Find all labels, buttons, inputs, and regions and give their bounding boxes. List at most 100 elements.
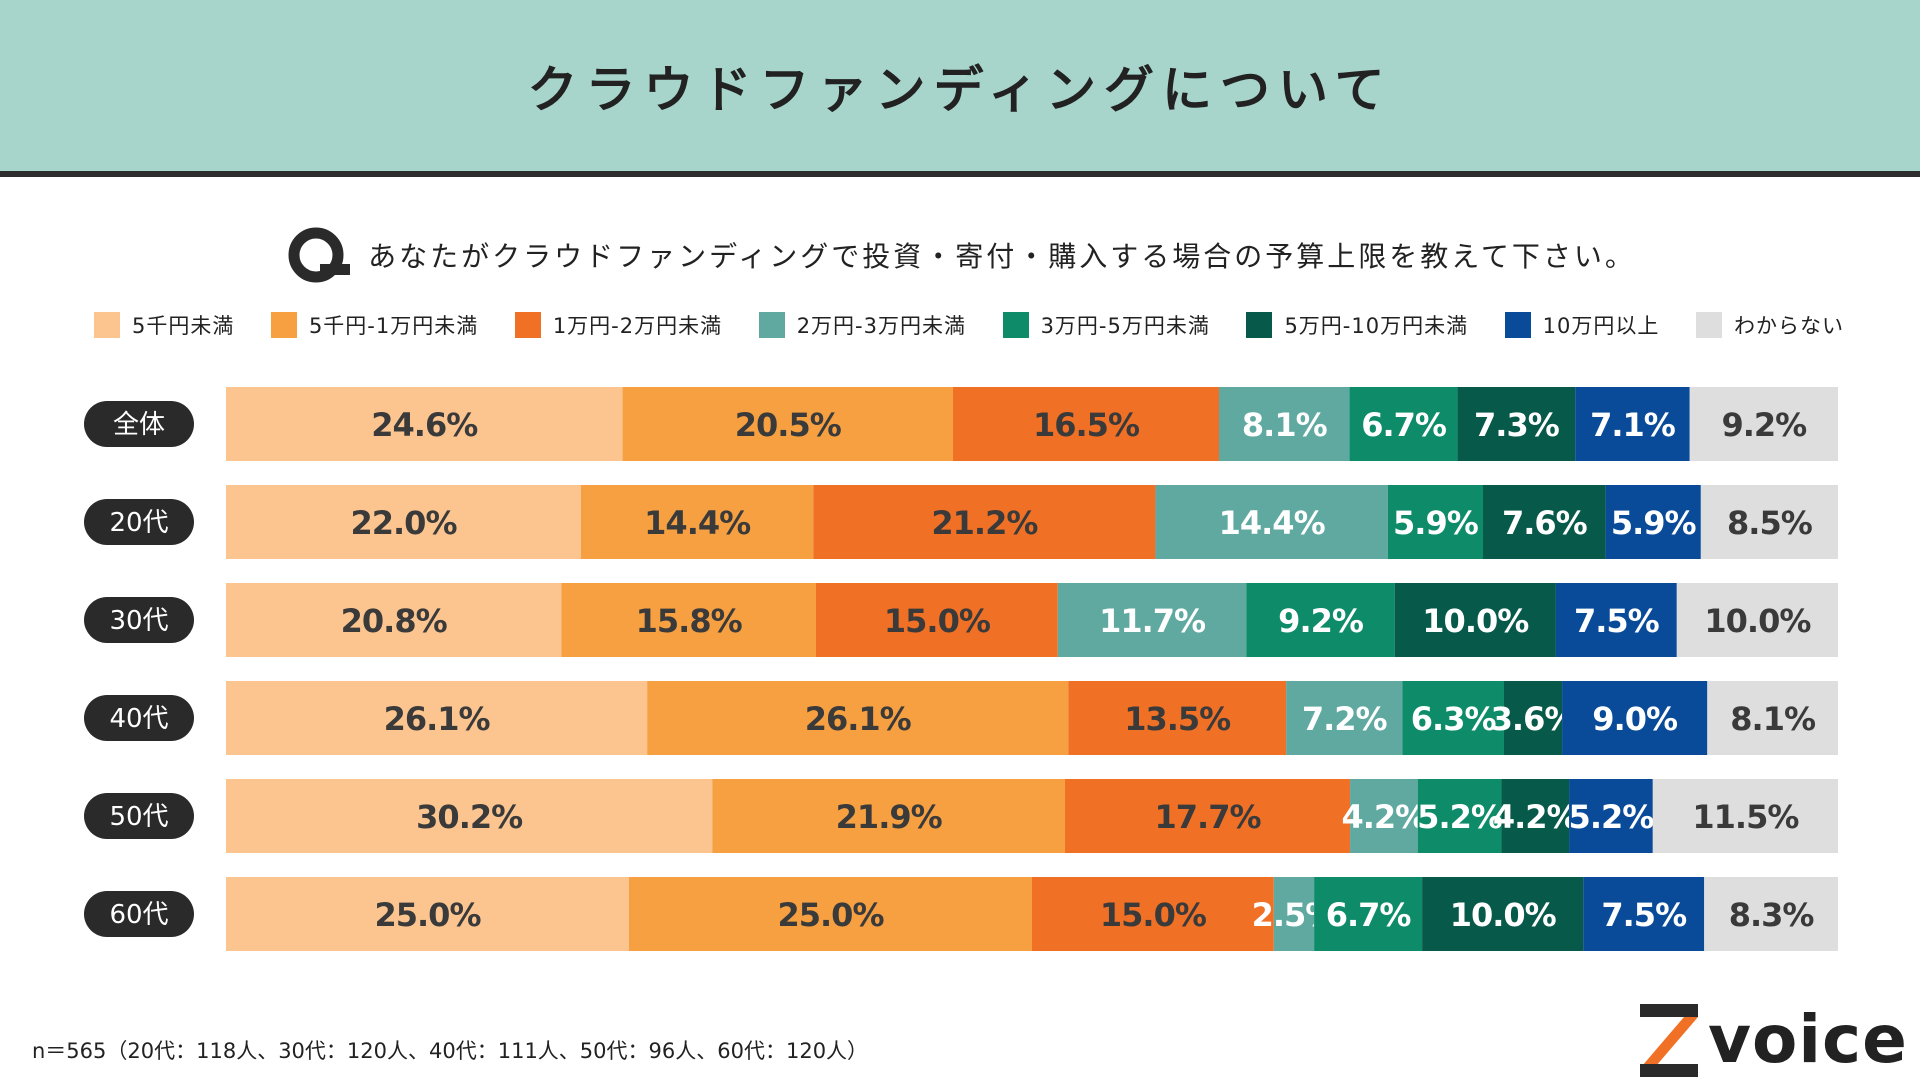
data-label: 10.0% bbox=[1704, 602, 1811, 640]
data-label: 5.9% bbox=[1611, 504, 1697, 542]
data-label: 26.1% bbox=[805, 700, 912, 738]
row-label-pill bbox=[84, 499, 194, 545]
bar-segment bbox=[1652, 779, 1838, 853]
legend-label: 2万円-3万円未満 bbox=[796, 314, 966, 338]
logo-wordmark: voice bbox=[1708, 1001, 1908, 1078]
bar-segment bbox=[1583, 877, 1705, 951]
data-label: 7.3% bbox=[1474, 406, 1560, 444]
data-label: 7.1% bbox=[1590, 406, 1676, 444]
chart-legend: 5千円未満 5千円-1万円未満 1万円-2万円未満 2万円-3万円未満 3万円-5万円未… bbox=[94, 308, 1844, 342]
data-label: 20.8% bbox=[341, 602, 448, 640]
legend-swatch bbox=[1246, 312, 1273, 338]
legend-swatch bbox=[270, 312, 297, 338]
data-label: 21.9% bbox=[836, 798, 943, 836]
bar-segment bbox=[1689, 387, 1838, 461]
bar-segment bbox=[1707, 681, 1838, 755]
bar-segment bbox=[1350, 779, 1418, 853]
bar-segment bbox=[1422, 877, 1584, 951]
data-label: 11.5% bbox=[1692, 798, 1799, 836]
legend-label: 5万円-10万円未満 bbox=[1284, 314, 1469, 338]
data-label: 14.4% bbox=[644, 504, 751, 542]
data-label: 25.0% bbox=[374, 896, 481, 934]
bar-segment bbox=[1155, 485, 1388, 559]
legend-label: 3万円-5万円未満 bbox=[1040, 314, 1210, 338]
legend-label: わからない bbox=[1733, 314, 1844, 338]
legend-item: 2万円-3万円未満 bbox=[758, 310, 966, 340]
z-logo-icon bbox=[1640, 1004, 1698, 1077]
row-label-pill bbox=[84, 695, 194, 741]
data-label: 8.5% bbox=[1727, 504, 1813, 542]
question-text: あなたがクラウドファンディングで投資・寄付・購入する場合の予算上限を教えて下さい… bbox=[368, 240, 1636, 273]
bar-segment bbox=[1246, 583, 1395, 657]
bar-segment bbox=[1569, 779, 1653, 853]
bar-segment bbox=[1555, 583, 1677, 657]
data-label: 8.1% bbox=[1242, 406, 1328, 444]
data-label: 7.5% bbox=[1574, 602, 1660, 640]
data-label: 22.0% bbox=[350, 504, 457, 542]
bar-segment bbox=[647, 681, 1069, 755]
data-label: 5.9% bbox=[1393, 504, 1479, 542]
legend-swatch bbox=[1002, 312, 1029, 338]
data-label: 4.2% bbox=[1493, 798, 1579, 836]
row-label-pill bbox=[84, 793, 194, 839]
data-label: 5.2% bbox=[1569, 798, 1655, 836]
bar-segment bbox=[580, 485, 814, 559]
data-label: 6.3% bbox=[1411, 700, 1497, 738]
data-label: 9.0% bbox=[1592, 700, 1678, 738]
data-label: 25.0% bbox=[777, 896, 884, 934]
row-label: 40代 bbox=[109, 704, 168, 734]
bar-segment bbox=[1483, 485, 1606, 559]
data-label: 15.0% bbox=[1100, 896, 1207, 934]
legend-swatch bbox=[514, 312, 541, 338]
bar-segment bbox=[1218, 387, 1350, 461]
bar-segment bbox=[1402, 681, 1504, 755]
data-label: 7.2% bbox=[1302, 700, 1388, 738]
data-label: 9.2% bbox=[1721, 406, 1807, 444]
legend-item: 5千円-1万円未満 bbox=[270, 310, 479, 340]
bar-segment bbox=[1349, 387, 1458, 461]
row-label-pill bbox=[84, 401, 194, 447]
legend-label: 5千円未満 bbox=[132, 314, 235, 338]
bar-segment bbox=[1562, 681, 1708, 755]
data-label: 14.4% bbox=[1219, 504, 1326, 542]
row-label: 50代 bbox=[109, 802, 168, 832]
data-label: 8.3% bbox=[1729, 896, 1815, 934]
zvoice-logo: voice bbox=[1636, 1000, 1920, 1080]
bar-segment bbox=[1605, 485, 1701, 559]
data-label: 4.2% bbox=[1341, 798, 1427, 836]
data-label: 9.2% bbox=[1278, 602, 1364, 640]
data-label: 6.7% bbox=[1361, 406, 1447, 444]
row-label-pill bbox=[84, 891, 194, 937]
data-label: 26.1% bbox=[384, 700, 491, 738]
legend-swatch bbox=[94, 312, 120, 338]
bar-segment bbox=[712, 779, 1066, 853]
bar-segment bbox=[226, 779, 713, 853]
data-label: 15.0% bbox=[884, 602, 991, 640]
data-label: 11.7% bbox=[1099, 602, 1206, 640]
legend-item: 10万円以上 bbox=[1504, 310, 1660, 340]
legend-item: 3万円-5万円未満 bbox=[1002, 310, 1210, 340]
bar-segment bbox=[1503, 681, 1563, 755]
sample-size-note: n＝565（20代：118人、30代：120人、40代：111人、50代：96人… bbox=[32, 1039, 869, 1063]
row-label: 30代 bbox=[109, 606, 168, 636]
bar-segment bbox=[1057, 583, 1247, 657]
bar-segment bbox=[226, 877, 629, 951]
legend-label: 5千円-1万円未満 bbox=[308, 314, 479, 338]
bar-segment bbox=[629, 877, 1032, 951]
legend-label: 10万円以上 bbox=[1542, 314, 1660, 338]
bar-segment bbox=[1417, 779, 1502, 853]
data-label: 21.2% bbox=[931, 504, 1038, 542]
data-label: 13.5% bbox=[1124, 700, 1231, 738]
bar-segment bbox=[226, 485, 581, 559]
bar-segment bbox=[622, 387, 954, 461]
legend-swatch bbox=[1695, 312, 1722, 338]
row-label: 20代 bbox=[109, 508, 168, 538]
legend-item: 5万円-10万円未満 bbox=[1246, 310, 1468, 340]
bar-segment bbox=[226, 387, 623, 461]
header-banner: クラウドファンディングについて bbox=[0, 0, 1920, 177]
legend-item: 5千円未満 bbox=[94, 310, 234, 340]
bar-segment bbox=[1575, 387, 1690, 461]
bar-segment bbox=[226, 583, 562, 657]
bar-segment bbox=[226, 681, 648, 755]
